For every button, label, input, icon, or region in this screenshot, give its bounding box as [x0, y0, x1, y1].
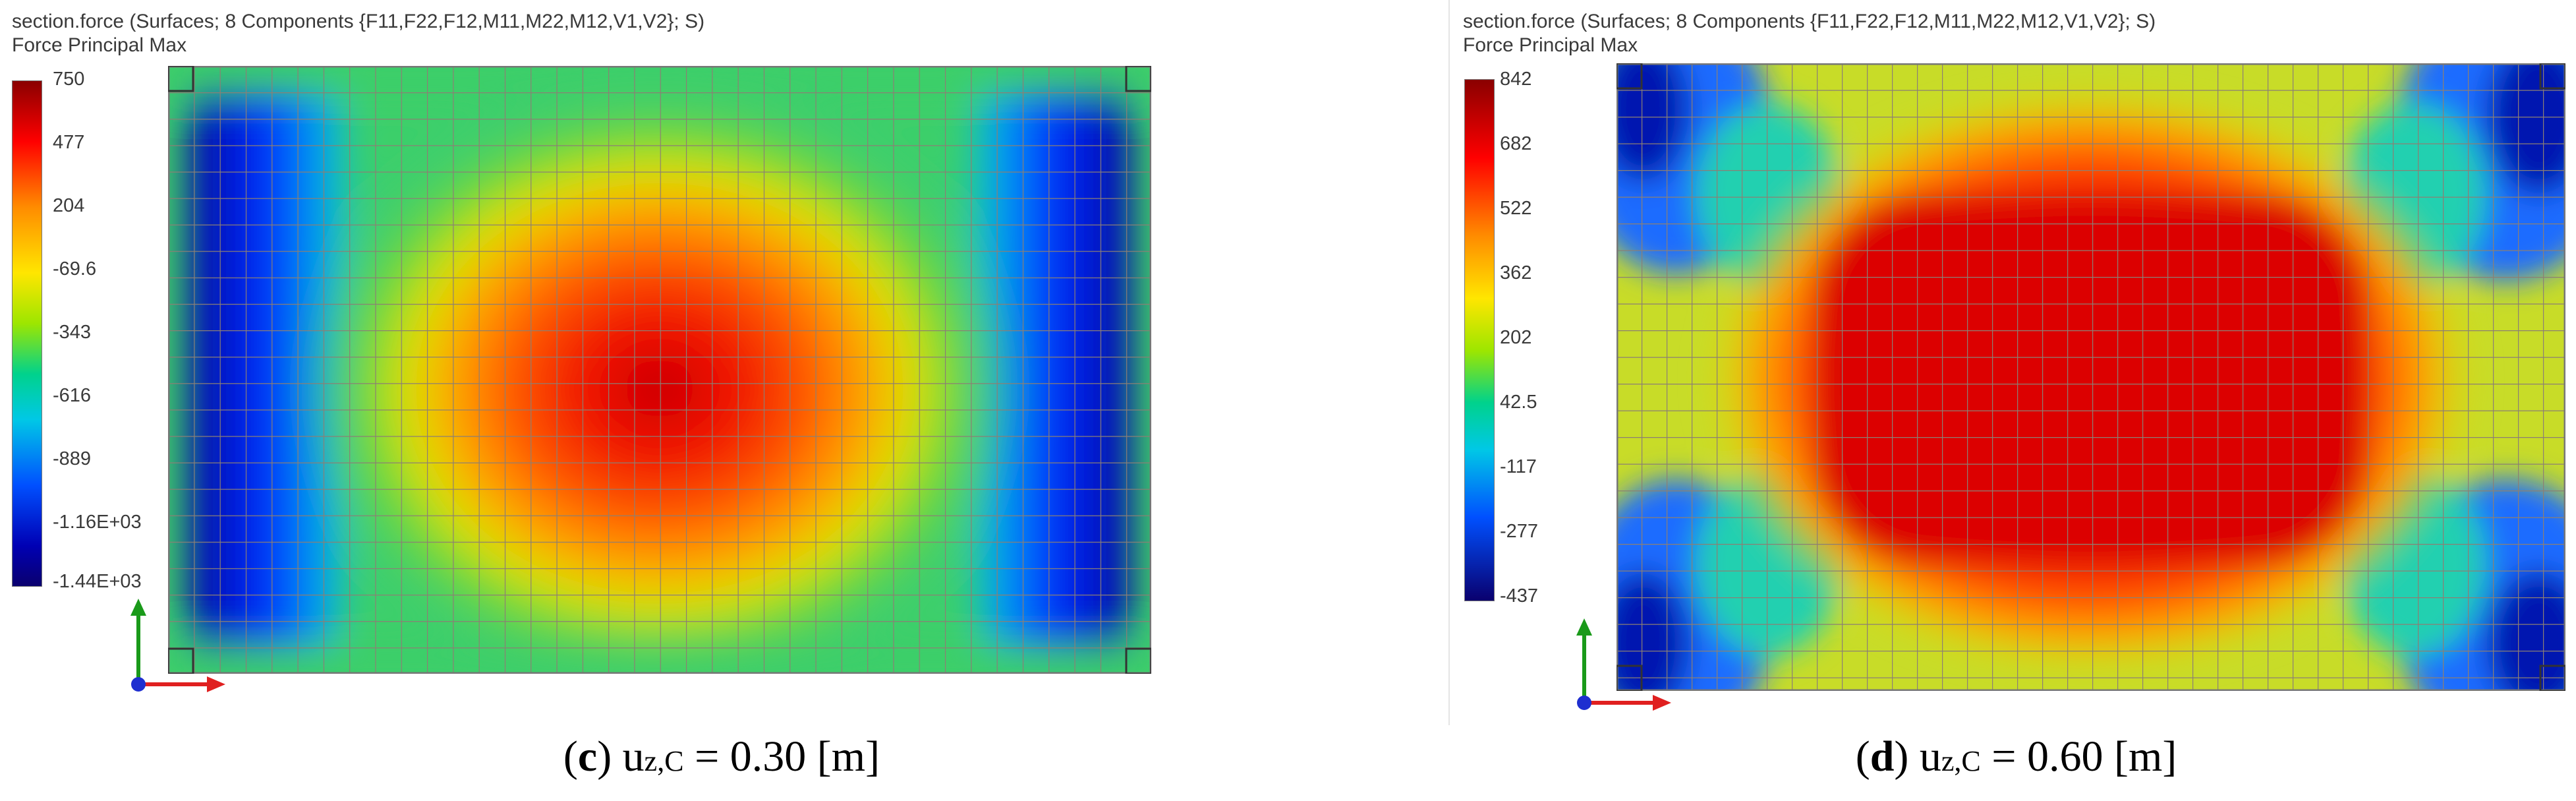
- contour-plot: [168, 66, 1151, 674]
- colorbar-tick: 477: [53, 132, 85, 153]
- caption-value: = 0.30 [m]: [683, 732, 880, 781]
- colorbar-tick: -343: [53, 322, 92, 343]
- colorbar-tick: -69.6: [53, 258, 97, 280]
- caption-value: = 0.60 [m]: [1980, 732, 2177, 781]
- colorbar-tick: 204: [53, 195, 85, 216]
- origin-dot: [1577, 696, 1591, 710]
- caption-paren: (: [563, 732, 578, 781]
- plot-subtitle: Force Principal Max: [1463, 34, 1638, 56]
- panel-divider: [1448, 0, 1450, 725]
- caption-subscript: z,C: [1941, 745, 1981, 777]
- x-axis-arrowhead: [1653, 695, 1671, 711]
- caption-var: u: [622, 732, 644, 781]
- origin-dot: [131, 677, 146, 692]
- plot-title: section.force (Surfaces; 8 Components {F…: [1463, 11, 2156, 32]
- plot-subtitle: Force Principal Max: [12, 34, 187, 56]
- colorbar-tick: 682: [1500, 133, 1532, 154]
- caption-paren: (: [1855, 732, 1870, 781]
- caption-c: (c) uz,C = 0.30 [m]: [0, 732, 1443, 786]
- colorbar-tick: -889: [53, 448, 92, 469]
- colorbar-tick: -117: [1500, 456, 1537, 477]
- colorbar: [1464, 79, 1495, 601]
- caption-paren: ): [597, 732, 612, 781]
- colorbar-tick: -437: [1500, 585, 1539, 607]
- caption-var: u: [1919, 732, 1941, 781]
- axis-triad: [1570, 613, 1682, 722]
- colorbar-tick: -1.44E+03: [53, 571, 142, 592]
- x-axis-arrowhead: [207, 676, 225, 692]
- colorbar-tick: 42.5: [1500, 392, 1537, 413]
- colorbar-tick: -277: [1500, 521, 1539, 542]
- colorbar-tick: 522: [1500, 198, 1532, 219]
- y-axis-arrowhead: [130, 599, 146, 616]
- caption-letter: c: [577, 732, 598, 781]
- colorbar-tick: 750: [53, 69, 85, 90]
- caption-d: (d) uz,C = 0.60 [m]: [1456, 732, 2576, 786]
- colorbar-tick: 362: [1500, 262, 1532, 283]
- contour-plot: [1617, 63, 2565, 691]
- colorbar-tick: 842: [1500, 69, 1532, 90]
- panel-d: section.force (Surfaces; 8 Components {F…: [1456, 0, 2576, 801]
- y-axis-arrowhead: [1576, 618, 1592, 636]
- colorbar-tick: 202: [1500, 327, 1532, 348]
- axis-triad: [124, 593, 236, 702]
- colorbar-tick: -1.16E+03: [53, 512, 142, 533]
- plot-title: section.force (Surfaces; 8 Components {F…: [12, 11, 705, 32]
- caption-letter: d: [1870, 732, 1895, 781]
- caption-subscript: z,C: [644, 745, 684, 777]
- colorbar-tick: -616: [53, 385, 92, 406]
- caption-paren: ): [1894, 732, 1909, 781]
- colorbar: [12, 80, 42, 587]
- panel-c: section.force (Surfaces; 8 Components {F…: [0, 11, 1443, 786]
